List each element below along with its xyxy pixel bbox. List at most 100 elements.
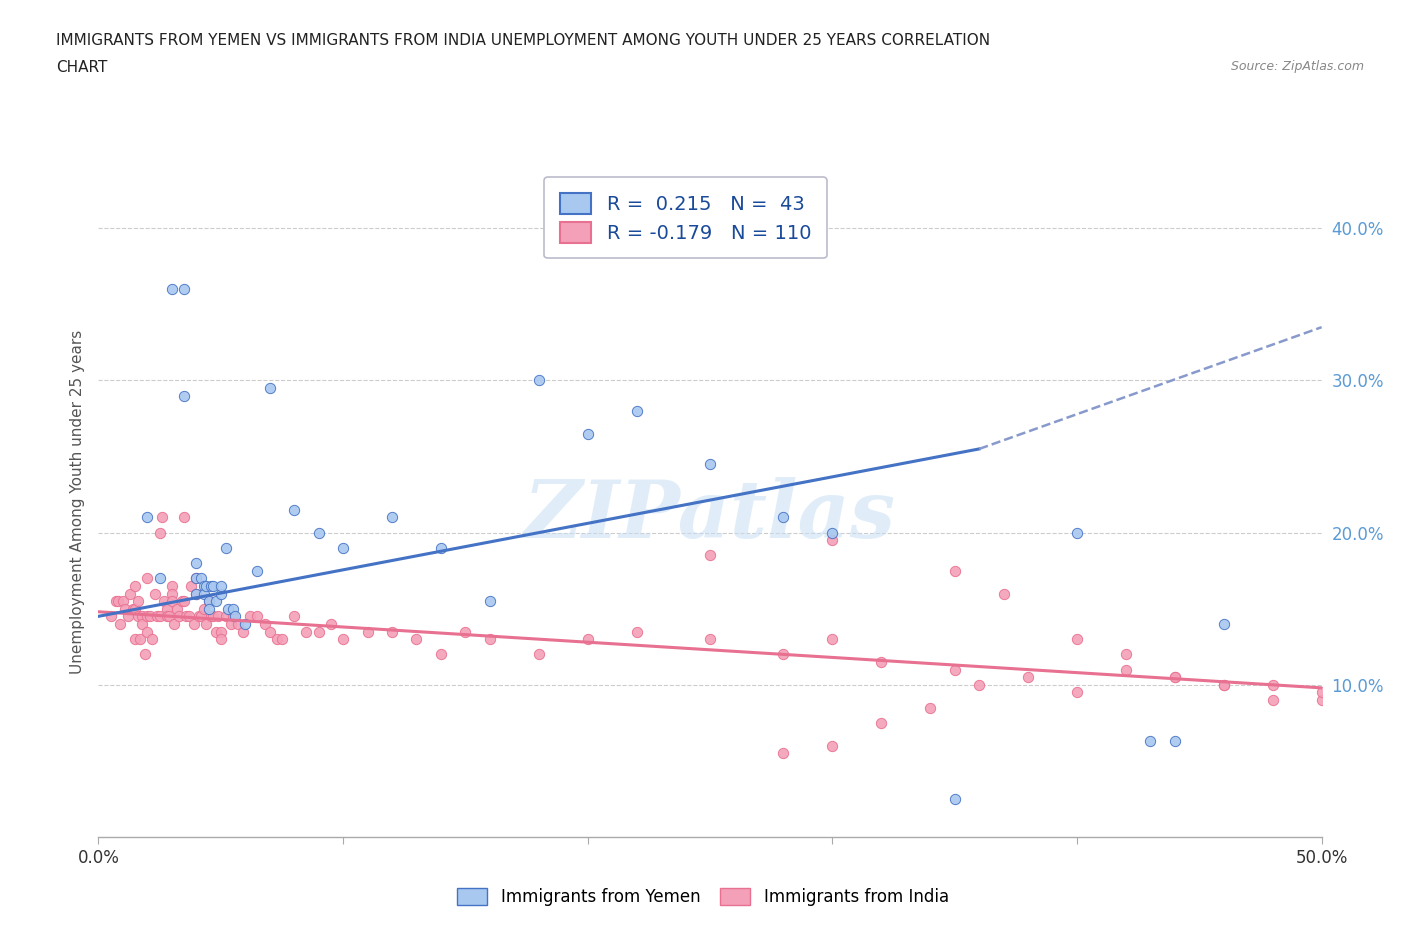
Point [1310,685,1333,700]
Point [187,609,209,624]
Point [233,617,256,631]
Point [186,586,208,601]
Legend: Immigrants from Yemen, Immigrants from India: Immigrants from Yemen, Immigrants from I… [451,881,955,912]
Point [153,593,176,608]
Point [626,404,648,418]
Point [121,602,143,617]
Point [527,647,550,662]
Point [224,609,246,624]
Point [1164,670,1187,684]
Point [1164,670,1187,684]
Point [430,540,453,555]
Point [124,602,146,617]
Point [259,624,281,639]
Point [1139,734,1161,749]
Point [772,510,794,525]
Point [183,617,205,631]
Point [173,510,195,525]
Point [149,609,172,624]
Point [943,564,966,578]
Point [527,373,550,388]
Point [190,609,212,624]
Point [308,624,330,639]
Point [136,624,159,639]
Point [232,624,254,639]
Point [246,609,269,624]
Point [209,631,232,646]
Point [699,457,721,472]
Point [1212,617,1234,631]
Point [146,609,169,624]
Point [186,571,208,586]
Point [167,609,190,624]
Point [295,624,318,639]
Point [943,791,966,806]
Point [111,593,134,608]
Point [149,571,172,586]
Point [454,624,477,639]
Point [1212,677,1234,692]
Point [180,578,202,593]
Point [177,609,200,624]
Point [283,502,305,517]
Point [381,510,404,525]
Point [1115,662,1137,677]
Point [699,548,721,563]
Point [478,631,501,646]
Point [478,593,501,608]
Point [136,510,159,525]
Point [156,602,179,617]
Point [176,609,198,624]
Point [160,593,183,608]
Point [160,282,183,297]
Point [967,677,990,692]
Point [193,586,215,601]
Point [193,602,215,617]
Point [156,609,179,624]
Point [405,631,427,646]
Point [1115,647,1137,662]
Text: IMMIGRANTS FROM YEMEN VS IMMIGRANTS FROM INDIA UNEMPLOYMENT AMONG YOUTH UNDER 25: IMMIGRANTS FROM YEMEN VS IMMIGRANTS FROM… [56,33,990,47]
Point [139,609,162,624]
Point [1066,525,1088,540]
Point [253,617,276,631]
Point [173,388,195,403]
Point [120,586,142,601]
Point [222,609,245,624]
Point [821,631,844,646]
Point [160,586,183,601]
Point [202,578,225,593]
Text: CHART: CHART [56,60,108,75]
Point [136,571,159,586]
Point [356,624,378,639]
Point [117,609,139,624]
Point [127,593,149,608]
Point [214,540,236,555]
Point [131,617,153,631]
Point [197,593,219,608]
Point [993,586,1015,601]
Point [136,609,159,624]
Point [217,602,239,617]
Point [1017,670,1039,684]
Point [209,586,232,601]
Point [266,631,288,646]
Point [209,624,232,639]
Point [104,593,127,608]
Text: ZIPatlas: ZIPatlas [524,477,896,554]
Point [1066,685,1088,700]
Point [149,525,172,540]
Point [114,602,136,617]
Point [143,586,166,601]
Point [200,609,222,624]
Point [239,609,262,624]
Point [107,593,129,608]
Point [202,609,225,624]
Point [308,525,330,540]
Point [270,631,294,646]
Legend: R =  0.215   N =  43, R = -0.179   N = 110: R = 0.215 N = 43, R = -0.179 N = 110 [544,177,827,259]
Point [193,578,215,593]
Y-axis label: Unemployment Among Youth under 25 years: Unemployment Among Youth under 25 years [69,330,84,674]
Point [1212,677,1234,692]
Point [195,617,218,631]
